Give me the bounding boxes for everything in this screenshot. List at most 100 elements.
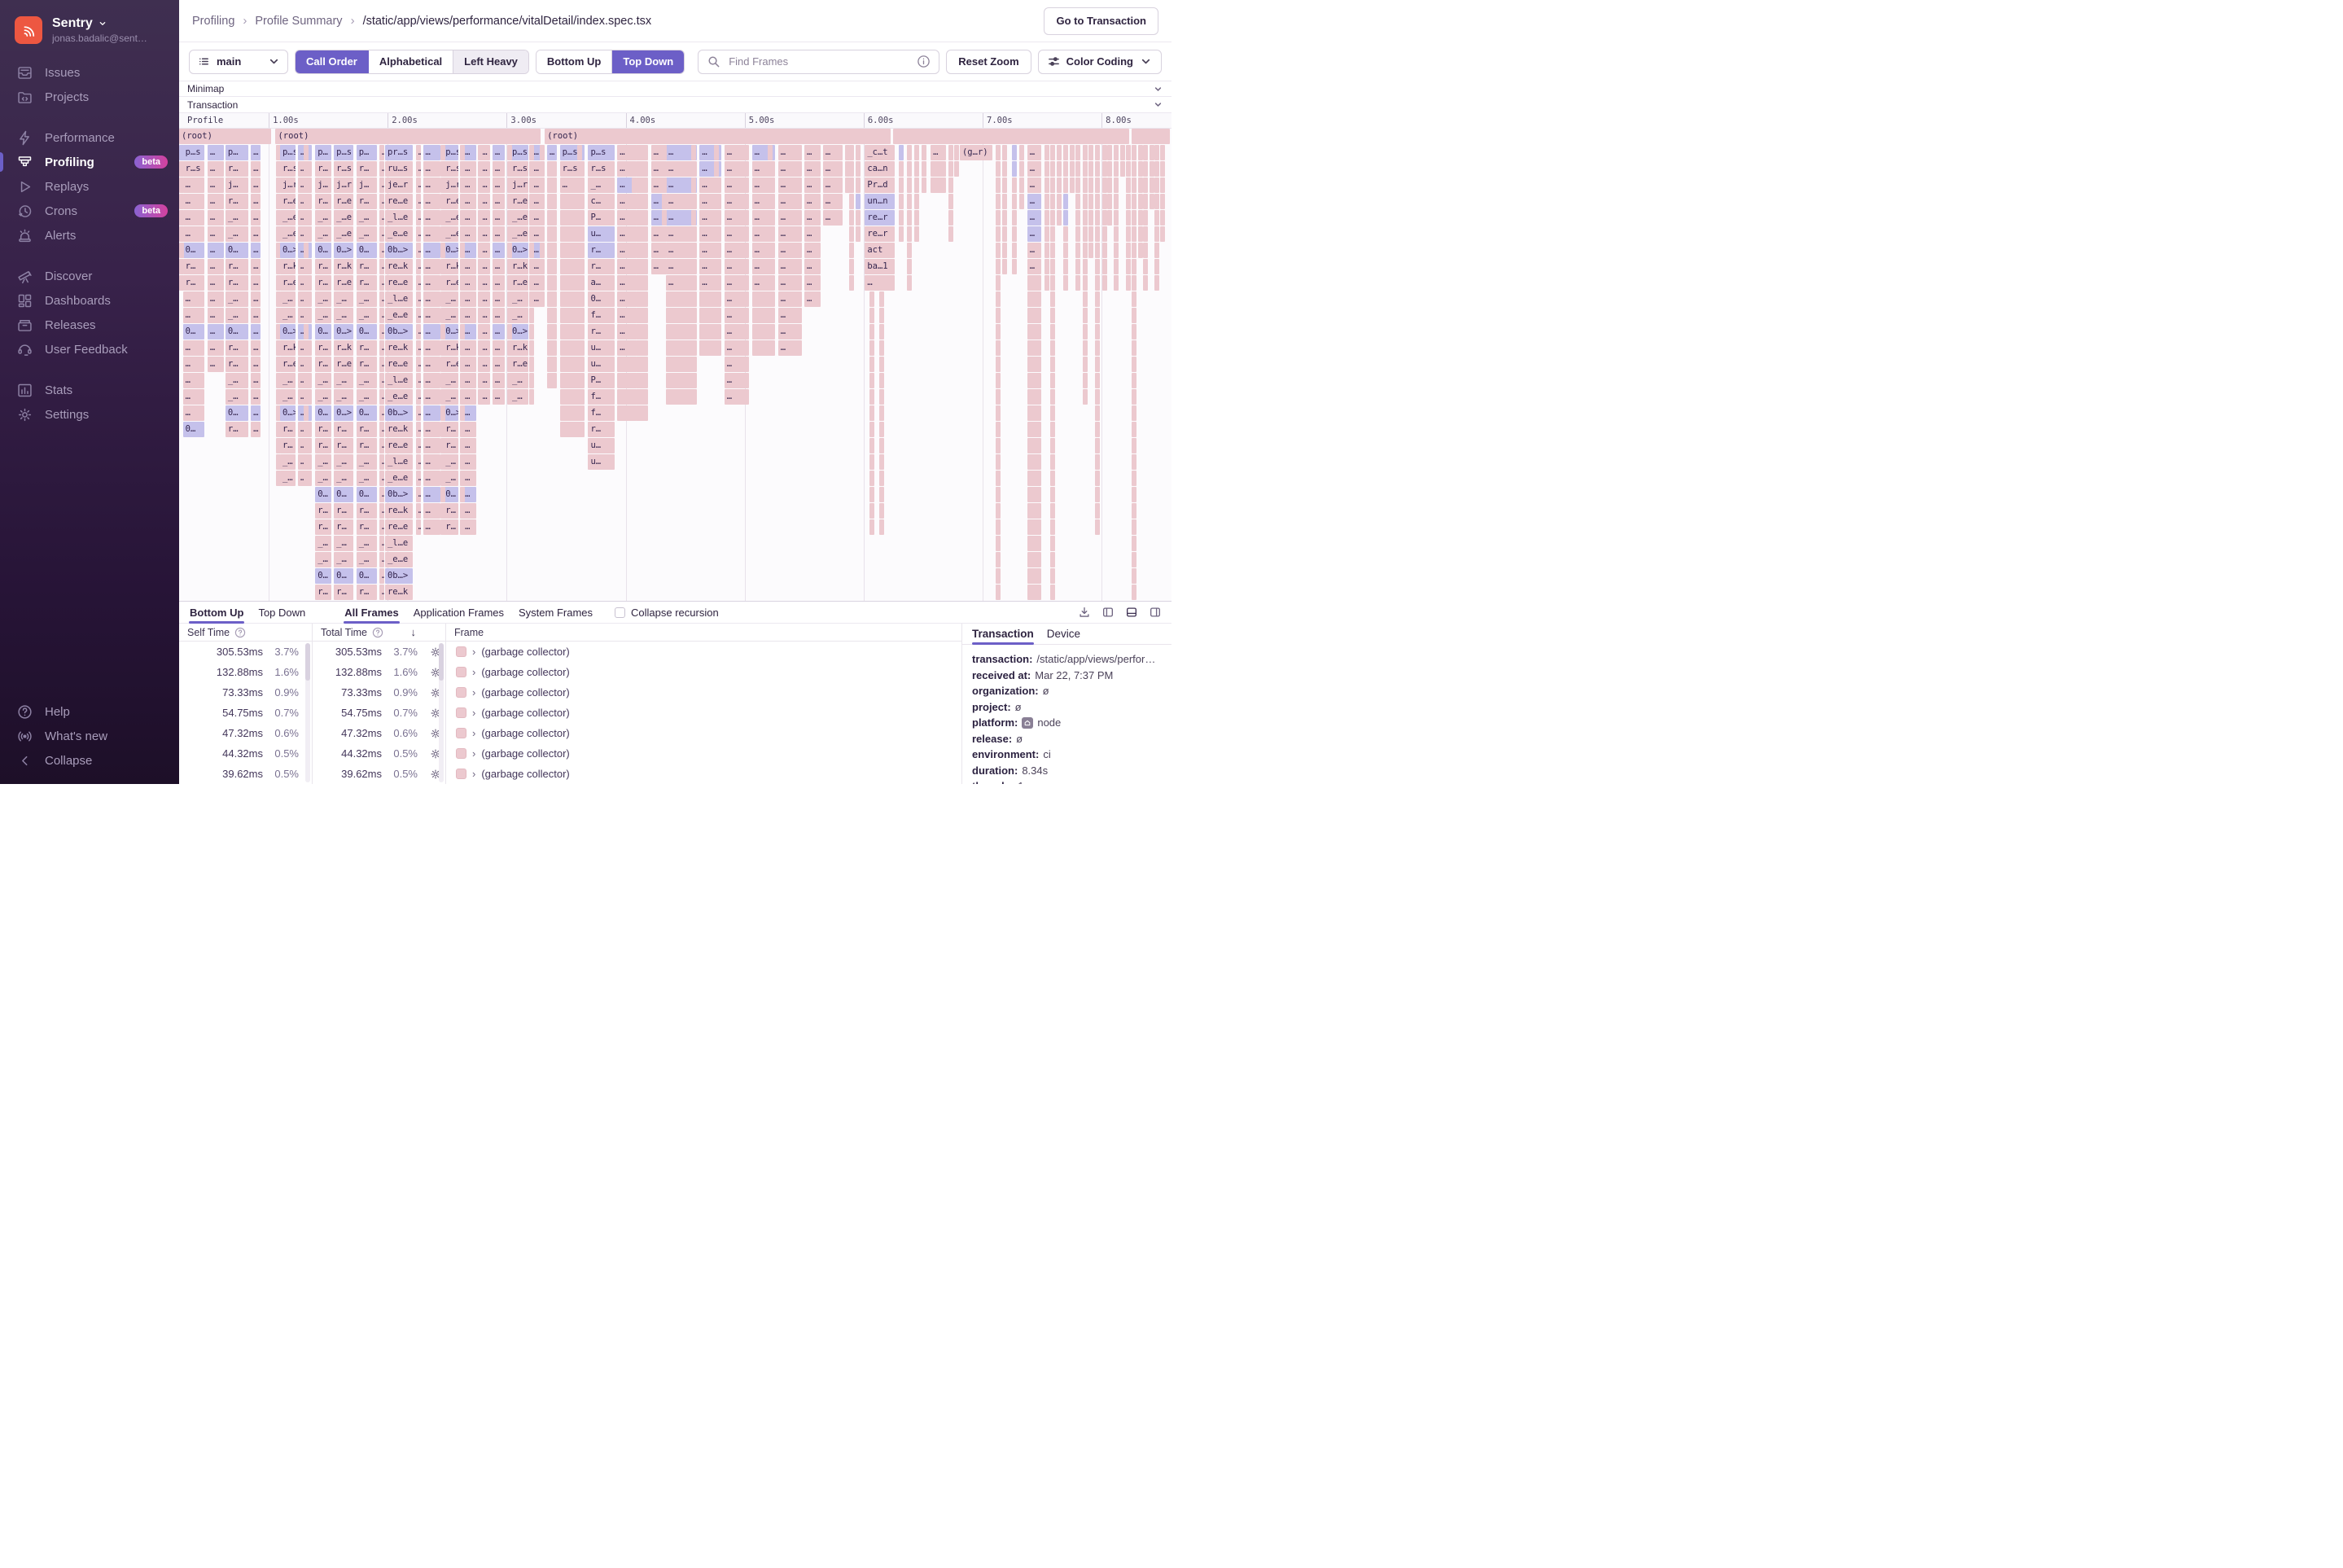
- flame-frame[interactable]: …: [493, 226, 506, 242]
- flame-frame[interactable]: [304, 389, 309, 405]
- flame-frame[interactable]: [636, 308, 648, 323]
- flame-frame[interactable]: r…k: [443, 340, 458, 356]
- flame-frame[interactable]: …: [493, 340, 506, 356]
- flame-frame[interactable]: …: [416, 340, 421, 356]
- flame-frame[interactable]: …: [416, 389, 421, 405]
- flame-frame[interactable]: [632, 226, 637, 242]
- flame-frame[interactable]: [954, 161, 959, 177]
- flame-frame[interactable]: [899, 145, 904, 160]
- flame-frame[interactable]: [1126, 275, 1131, 291]
- flame-frame[interactable]: [304, 471, 309, 486]
- flame-frame[interactable]: _…: [334, 389, 353, 405]
- flame-frame[interactable]: …: [208, 226, 224, 242]
- flame-frame[interactable]: [1002, 259, 1007, 274]
- flame-frame[interactable]: _…: [315, 226, 331, 242]
- flame-frame[interactable]: …: [423, 340, 440, 356]
- flame-frame[interactable]: _…: [357, 454, 377, 470]
- flame-frame[interactable]: [1057, 161, 1062, 177]
- flame-frame[interactable]: [931, 177, 946, 193]
- flame-frame[interactable]: [440, 438, 445, 453]
- sidebar-item-settings[interactable]: Settings: [0, 402, 179, 427]
- flame-frame[interactable]: [1095, 194, 1100, 209]
- flame-frame[interactable]: [440, 145, 445, 160]
- table-row[interactable]: 132.88ms1.6%: [179, 662, 312, 682]
- chevron-right-icon[interactable]: ›: [472, 666, 475, 678]
- flame-frame[interactable]: [1002, 145, 1007, 160]
- flame-frame[interactable]: [996, 145, 1001, 160]
- flame-frame[interactable]: [691, 226, 696, 242]
- table-row[interactable]: 47.32ms0.6%: [179, 723, 312, 743]
- flame-frame[interactable]: [869, 405, 874, 421]
- flame-frame[interactable]: [617, 373, 633, 388]
- flame-frame[interactable]: …: [423, 324, 440, 339]
- flame-frame[interactable]: …: [379, 340, 384, 356]
- flame-frame[interactable]: [856, 161, 861, 177]
- flame-frame[interactable]: [794, 226, 799, 242]
- flame-frame[interactable]: [1132, 422, 1136, 437]
- flame-frame[interactable]: [879, 357, 884, 372]
- flame-frame[interactable]: f…: [588, 308, 615, 323]
- flame-frame[interactable]: j…: [315, 177, 331, 193]
- flame-frame[interactable]: 0b…>: [385, 243, 413, 258]
- flame-frame[interactable]: [1114, 210, 1119, 226]
- flame-frame[interactable]: [1126, 145, 1131, 160]
- flame-frame[interactable]: [1063, 161, 1068, 177]
- chevron-right-icon[interactable]: ›: [472, 646, 475, 658]
- flame-frame[interactable]: [1126, 210, 1131, 226]
- flame-frame[interactable]: …: [423, 503, 440, 519]
- flame-frame[interactable]: [1083, 324, 1088, 339]
- flame-frame[interactable]: _…: [357, 389, 377, 405]
- flame-frame[interactable]: r…e: [443, 275, 458, 291]
- flame-frame[interactable]: [440, 243, 445, 258]
- flame-frame[interactable]: [768, 275, 773, 291]
- flame-frame[interactable]: [1083, 259, 1088, 274]
- flame-frame[interactable]: [879, 405, 884, 421]
- flame-frame[interactable]: [1083, 145, 1088, 160]
- flame-frame[interactable]: [1154, 210, 1159, 226]
- details-tab-transaction[interactable]: Transaction: [972, 624, 1034, 644]
- flame-frame[interactable]: [1027, 568, 1041, 584]
- flame-frame[interactable]: [460, 471, 465, 486]
- flame-frame[interactable]: [460, 487, 465, 502]
- checkbox[interactable]: [615, 607, 625, 618]
- flame-frame[interactable]: …: [379, 226, 384, 242]
- flame-frame[interactable]: [632, 405, 637, 421]
- flame-frame[interactable]: _…: [510, 291, 528, 307]
- flame-frame[interactable]: _…e: [443, 226, 458, 242]
- flame-frame[interactable]: [1095, 243, 1100, 258]
- flame-frame[interactable]: [914, 210, 919, 226]
- flame-frame[interactable]: …: [251, 389, 261, 405]
- flame-frame[interactable]: _…: [510, 308, 528, 323]
- flame-frame[interactable]: …: [1027, 243, 1041, 258]
- flame-frame[interactable]: [1138, 194, 1143, 209]
- flame-frame[interactable]: [617, 389, 633, 405]
- sidebar-item-stats[interactable]: Stats: [0, 378, 179, 402]
- flame-frame[interactable]: r…s: [334, 161, 353, 177]
- flame-frame[interactable]: [814, 210, 819, 226]
- flame-frame[interactable]: j…r: [334, 177, 353, 193]
- flame-frame[interactable]: [1063, 275, 1068, 291]
- frame-settings-button[interactable]: [426, 687, 445, 699]
- flame-frame[interactable]: r…s: [280, 161, 296, 177]
- flame-frame[interactable]: [577, 389, 582, 405]
- flame-frame[interactable]: 0…: [357, 487, 377, 502]
- flame-frame[interactable]: [691, 210, 696, 226]
- sidebar-item-crons[interactable]: Cronsbeta: [0, 199, 179, 223]
- flame-frame[interactable]: 0…: [443, 487, 458, 502]
- flame-frame[interactable]: [948, 145, 953, 160]
- chevron-right-icon[interactable]: ›: [472, 727, 475, 739]
- flame-frame[interactable]: (g…r): [960, 145, 992, 160]
- flame-frame[interactable]: [440, 454, 445, 470]
- table-row[interactable]: 305.53ms3.7%: [313, 642, 445, 662]
- flame-frame[interactable]: [1083, 226, 1088, 242]
- flame-frame[interactable]: [794, 177, 799, 193]
- color-coding-button[interactable]: Color Coding: [1038, 50, 1162, 74]
- flame-frame[interactable]: r…s: [510, 161, 528, 177]
- flame-frame[interactable]: …: [423, 275, 440, 291]
- flame-frame[interactable]: Pr…d: [865, 177, 895, 193]
- flame-frame[interactable]: [507, 389, 512, 405]
- flame-frame[interactable]: [460, 145, 465, 160]
- flame-frame[interactable]: [1150, 145, 1154, 160]
- flame-frame[interactable]: r…: [315, 275, 331, 291]
- flame-frame[interactable]: …: [379, 210, 384, 226]
